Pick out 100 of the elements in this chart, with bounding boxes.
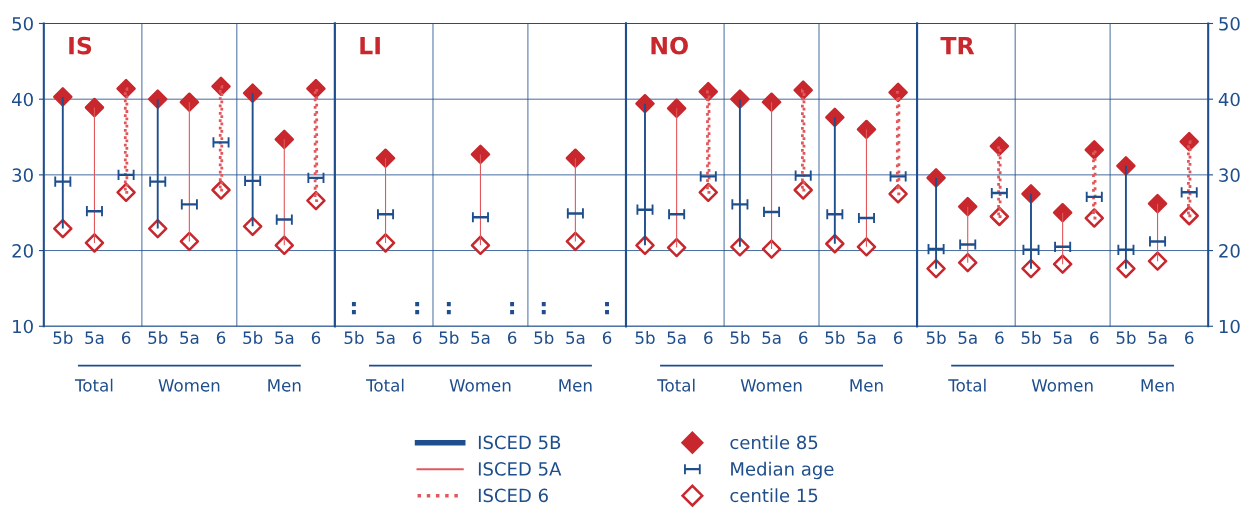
bar (706, 90, 711, 194)
y-tick-label: 30 (1219, 168, 1240, 182)
text: Women (1031, 379, 1093, 392)
y-tick-label: 40 (1218, 92, 1240, 107)
point (274, 129, 295, 150)
x-tick-label: 5b (635, 331, 655, 345)
chart-title: IS (69, 36, 92, 55)
y-tick-label: 10 (13, 319, 33, 334)
x-tick-label: 5b (534, 331, 554, 345)
text: Men (268, 379, 301, 392)
x-tick-label: 6 (893, 331, 903, 345)
x-tick-label: 5a (566, 331, 585, 345)
x-tick-label: 5b (439, 331, 459, 345)
point (565, 148, 586, 168)
bar (1092, 148, 1097, 220)
point (375, 148, 396, 168)
point (666, 98, 687, 119)
legend-label: centile 85 (730, 435, 818, 450)
point (761, 239, 782, 259)
x-tick-label: 5a (958, 331, 977, 345)
bar (218, 84, 224, 192)
x-tick-label: 5a (180, 331, 199, 345)
bar (997, 144, 1002, 218)
text: Total (948, 378, 986, 392)
point (957, 252, 978, 273)
point (179, 92, 200, 112)
y-tick-label: 20 (1219, 244, 1240, 258)
x-tick-label: 6 (995, 331, 1004, 345)
point (470, 235, 491, 256)
x-tick-label: 5b (344, 331, 364, 345)
x-tick-label: 5b (730, 331, 750, 345)
text: Men (559, 379, 592, 392)
bar (801, 88, 806, 192)
x-tick-label: 5b (148, 331, 168, 345)
text: Women (449, 379, 511, 392)
legend-label: Median age (731, 461, 834, 480)
point (84, 97, 105, 118)
x-tick-label: 6 (507, 331, 517, 345)
legend-label: centile 15 (730, 488, 818, 503)
y-tick-label: 40 (12, 92, 33, 107)
point (274, 235, 295, 256)
bar (123, 87, 129, 194)
point (1147, 193, 1168, 214)
x-tick-label: 5a (471, 331, 490, 345)
point (761, 92, 782, 112)
point (1084, 140, 1105, 160)
bar (895, 90, 901, 196)
x-tick-label: 5a (275, 331, 294, 345)
y-tick-label: 50 (1219, 16, 1240, 31)
point (179, 231, 200, 252)
x-tick-label: 6 (311, 331, 321, 345)
text: : (605, 302, 609, 315)
x-tick-label: 5b (1021, 331, 1041, 345)
point (1147, 251, 1168, 271)
point (856, 119, 877, 140)
x-tick-label: 5a (1053, 331, 1072, 345)
text: : (446, 302, 451, 315)
x-tick-label: 6 (413, 331, 422, 345)
x-tick-label: 6 (216, 331, 226, 345)
text: Men (1141, 379, 1174, 392)
y-tick-label: 10 (1219, 319, 1240, 334)
point (84, 233, 105, 253)
x-tick-label: 6 (799, 331, 808, 345)
x-tick-label: 6 (121, 331, 131, 345)
x-tick-label: 5b (926, 331, 946, 345)
text: : (351, 302, 356, 315)
bar (313, 87, 319, 202)
x-tick-label: 6 (602, 331, 612, 345)
text: : (541, 302, 546, 315)
point (470, 144, 491, 165)
y-tick-label: 50 (12, 16, 33, 31)
point (1052, 254, 1073, 274)
point (666, 237, 687, 258)
x-tick-label: 5a (667, 331, 686, 345)
bar (1187, 140, 1192, 218)
point (565, 231, 586, 252)
chart-title: LI (360, 37, 380, 55)
chart-title: TR (940, 37, 975, 55)
text: Total (657, 378, 695, 392)
text: : (510, 302, 515, 315)
point (957, 196, 978, 217)
y-tick-label: 30 (12, 168, 33, 182)
text: Men (850, 379, 883, 392)
text: Women (158, 379, 220, 392)
x-tick-label: 5a (857, 331, 876, 345)
chart-title: NO (651, 36, 688, 55)
x-tick-label: 5b (243, 331, 263, 345)
text: Women (740, 379, 802, 392)
text: Total (74, 378, 113, 392)
x-tick-label: 5a (1148, 331, 1167, 345)
y-tick-label: 20 (12, 244, 33, 258)
point (1052, 202, 1073, 223)
text: Total (366, 378, 404, 392)
x-tick-label: 5a (85, 331, 104, 345)
legend-label: ISCED 6 (478, 488, 548, 503)
x-tick-label: 5a (762, 331, 781, 345)
x-tick-label: 5b (1116, 331, 1136, 345)
point (375, 233, 396, 253)
x-tick-label: 6 (1185, 331, 1194, 345)
x-tick-label: 5b (53, 331, 73, 345)
